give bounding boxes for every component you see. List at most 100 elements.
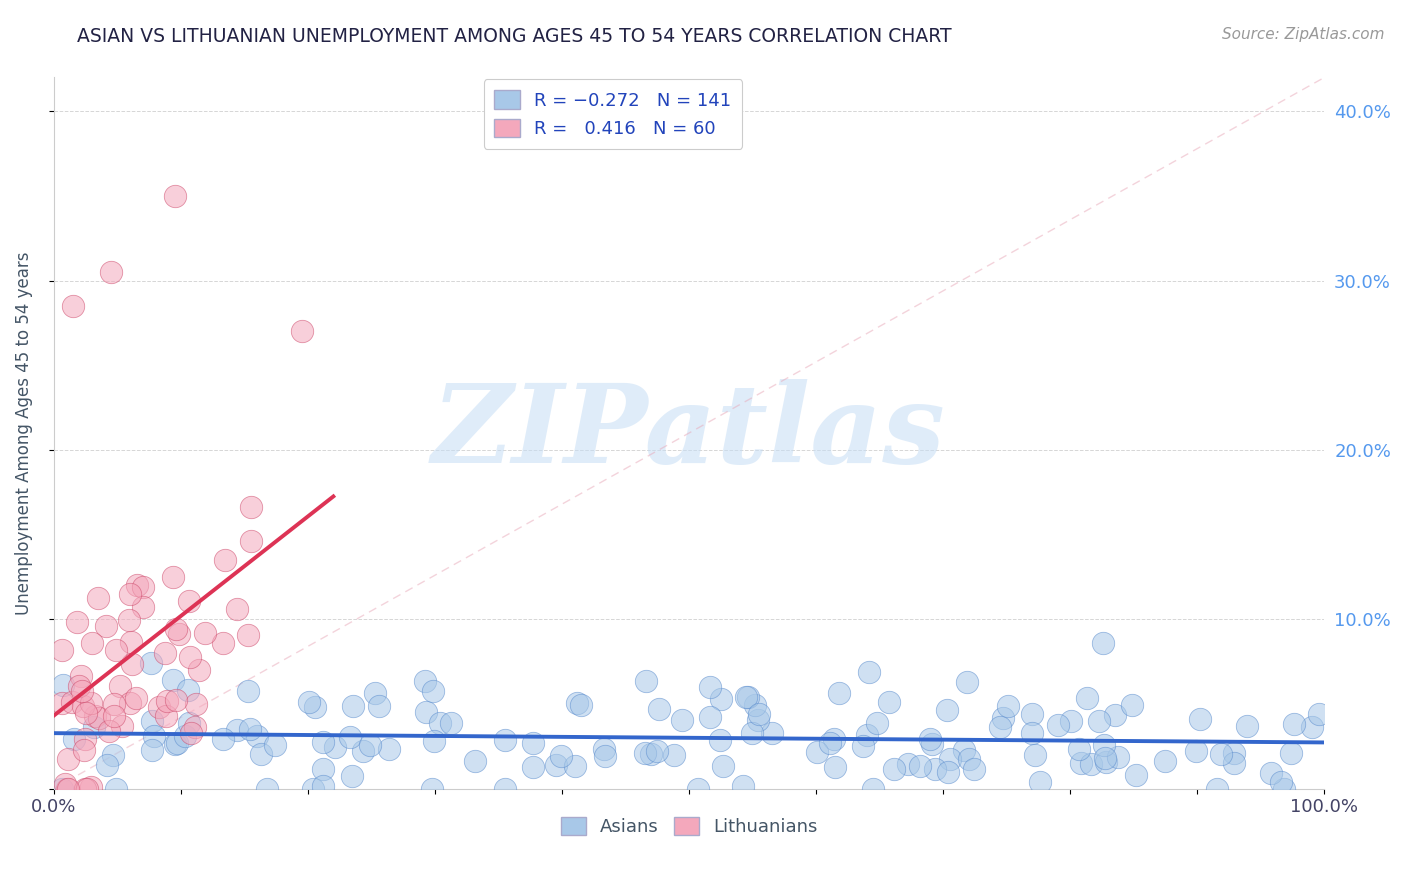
Point bbox=[264, 739, 287, 753]
Point bbox=[956, 674, 979, 689]
Point bbox=[709, 732, 731, 747]
Point bbox=[246, 730, 269, 744]
Point bbox=[87, 711, 110, 725]
Point bbox=[858, 665, 880, 679]
Point bbox=[56, 752, 79, 766]
Point bbox=[180, 726, 202, 740]
Point bbox=[662, 748, 685, 763]
Point bbox=[226, 602, 249, 616]
Point bbox=[51, 696, 73, 710]
Point bbox=[1284, 717, 1306, 731]
Point bbox=[1092, 738, 1115, 752]
Point bbox=[1070, 756, 1092, 770]
Point bbox=[165, 693, 187, 707]
Point bbox=[824, 760, 846, 774]
Point bbox=[1301, 720, 1323, 734]
Point bbox=[924, 762, 946, 776]
Point bbox=[734, 690, 756, 705]
Point bbox=[1125, 768, 1147, 782]
Point bbox=[879, 695, 901, 709]
Point bbox=[312, 735, 335, 749]
Point bbox=[921, 737, 943, 751]
Point bbox=[1091, 636, 1114, 650]
Point bbox=[131, 580, 153, 594]
Point bbox=[1094, 751, 1116, 765]
Point bbox=[225, 723, 247, 738]
Point bbox=[918, 731, 941, 746]
Point bbox=[165, 623, 187, 637]
Point bbox=[522, 760, 544, 774]
Point bbox=[132, 599, 155, 614]
Point bbox=[153, 647, 176, 661]
Point bbox=[103, 698, 125, 712]
Point bbox=[711, 759, 734, 773]
Point bbox=[56, 781, 79, 796]
Point bbox=[163, 189, 186, 203]
Point bbox=[862, 781, 884, 796]
Point bbox=[592, 741, 614, 756]
Point bbox=[1270, 774, 1292, 789]
Point bbox=[378, 741, 401, 756]
Point bbox=[96, 757, 118, 772]
Point bbox=[155, 708, 177, 723]
Point bbox=[1067, 742, 1090, 756]
Point bbox=[823, 731, 845, 746]
Point bbox=[413, 673, 436, 688]
Point bbox=[56, 781, 79, 796]
Point bbox=[238, 684, 260, 698]
Point bbox=[301, 781, 323, 796]
Point bbox=[108, 679, 131, 693]
Point bbox=[1223, 756, 1246, 771]
Point bbox=[671, 713, 693, 727]
Point bbox=[368, 698, 391, 713]
Point bbox=[1021, 725, 1043, 739]
Point bbox=[291, 325, 314, 339]
Point bbox=[103, 708, 125, 723]
Point bbox=[1029, 774, 1052, 789]
Point bbox=[214, 553, 236, 567]
Point bbox=[75, 706, 97, 721]
Point bbox=[1121, 698, 1143, 712]
Point bbox=[97, 723, 120, 738]
Point bbox=[1076, 691, 1098, 706]
Point bbox=[806, 745, 828, 759]
Point bbox=[143, 729, 166, 743]
Point bbox=[359, 738, 381, 752]
Point bbox=[1308, 707, 1330, 722]
Point bbox=[1236, 719, 1258, 733]
Point bbox=[744, 698, 766, 712]
Point bbox=[121, 657, 143, 672]
Point bbox=[1021, 706, 1043, 721]
Point bbox=[75, 732, 97, 747]
Point bbox=[957, 752, 980, 766]
Point bbox=[70, 683, 93, 698]
Point bbox=[761, 726, 783, 740]
Point bbox=[342, 698, 364, 713]
Point bbox=[1223, 746, 1246, 760]
Point bbox=[1080, 757, 1102, 772]
Point bbox=[494, 732, 516, 747]
Point bbox=[104, 781, 127, 796]
Point bbox=[429, 715, 451, 730]
Point bbox=[636, 674, 658, 689]
Point bbox=[1060, 714, 1083, 728]
Point bbox=[883, 762, 905, 776]
Point bbox=[66, 615, 89, 629]
Point bbox=[141, 714, 163, 728]
Point bbox=[51, 678, 73, 692]
Point bbox=[239, 722, 262, 736]
Point bbox=[952, 742, 974, 756]
Point bbox=[1279, 746, 1302, 760]
Point bbox=[1184, 744, 1206, 758]
Point bbox=[118, 613, 141, 627]
Point bbox=[415, 705, 437, 719]
Point bbox=[163, 737, 186, 751]
Point bbox=[731, 779, 754, 793]
Text: Source: ZipAtlas.com: Source: ZipAtlas.com bbox=[1222, 27, 1385, 42]
Point bbox=[645, 744, 668, 758]
Point bbox=[1154, 754, 1177, 768]
Point bbox=[741, 725, 763, 739]
Point bbox=[298, 695, 321, 709]
Point bbox=[1046, 718, 1069, 732]
Point bbox=[828, 686, 851, 700]
